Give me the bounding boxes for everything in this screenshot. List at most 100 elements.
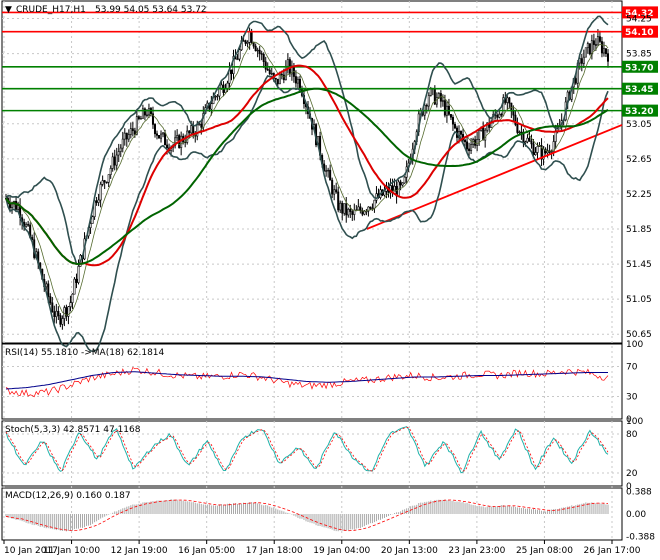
candle-body [349, 209, 352, 212]
candle-body [604, 48, 607, 54]
candle-body [262, 54, 265, 63]
candle-body [524, 141, 527, 144]
candle-body [125, 132, 128, 140]
candle-body [466, 141, 469, 150]
main-pane [1, 0, 623, 344]
rsi-title: RSI(14) 55.1810 [5, 348, 78, 358]
candle-body [242, 40, 245, 42]
chart-title-icon[interactable]: ▼ [5, 5, 12, 15]
candle-body [91, 216, 94, 224]
candle-body [53, 311, 56, 318]
candle-body [121, 138, 124, 149]
candle-body [460, 131, 463, 135]
price-tick-label: 52.25 [626, 190, 652, 200]
candle-body [453, 123, 456, 129]
level-label-bg [622, 6, 658, 19]
candle-body [464, 139, 467, 143]
candle-body [188, 130, 191, 134]
time-tick-label: 10 Jan 2017 [4, 546, 58, 556]
candle-body [244, 40, 247, 44]
candle-body [230, 69, 233, 74]
candle-body [99, 184, 102, 201]
candle-body [586, 43, 589, 49]
candle-body [361, 210, 364, 215]
level-label: 54.32 [625, 9, 653, 19]
candle-body [393, 185, 396, 192]
candle-body [532, 143, 535, 156]
macd-level-label: 0.00 [626, 510, 646, 520]
candle-body [590, 40, 593, 55]
candle-body [367, 206, 370, 212]
candle-body [248, 31, 251, 43]
candle-body [65, 307, 68, 317]
candle-body [373, 199, 376, 209]
candle-body [216, 95, 219, 98]
candle-body [534, 152, 537, 156]
candle-body [252, 42, 255, 47]
candle-body [337, 191, 340, 211]
time-tick-label: 25 Jan 08:00 [516, 546, 573, 556]
candle-body [111, 156, 114, 169]
candle-body [602, 48, 605, 54]
candle-body [478, 130, 481, 140]
candle-body [162, 132, 165, 135]
candle-body [530, 140, 533, 145]
ma-red-line [5, 64, 609, 267]
candle-body [528, 137, 531, 142]
candle-body [256, 49, 259, 52]
candle-body [286, 59, 289, 67]
candle-body [47, 283, 50, 297]
horizontal-levels: 54.32 54.10 53.70 53.45 53.20 [2, 6, 658, 230]
macd-title: MACD(12,26,9) 0.160 0.187 [5, 491, 131, 501]
candle-body [296, 78, 299, 84]
price-tick-label: 52.65 [626, 155, 652, 165]
rsi-level-label: 70 [626, 363, 638, 373]
candle-body [401, 182, 404, 186]
rsi-ma-line [5, 371, 608, 390]
candle-body [441, 100, 444, 102]
level-label: 54.10 [625, 28, 653, 38]
candle-body [192, 125, 195, 135]
candle-body [331, 179, 334, 195]
candle-body [97, 199, 100, 203]
candle-body [280, 73, 283, 76]
candle-body [226, 82, 229, 89]
level-label: 53.45 [625, 85, 653, 95]
candle-body [425, 105, 428, 107]
bollinger-upper-line [5, 15, 609, 266]
stoch-level-label: 100 [626, 417, 643, 427]
price-tick-label: 50.65 [626, 330, 652, 340]
stoch-signal-line [5, 426, 609, 472]
candle-body [246, 41, 249, 44]
candle-body [153, 124, 156, 135]
candle-body [498, 113, 501, 118]
candle-body [123, 132, 126, 140]
candle-body [383, 191, 386, 196]
candle-body [139, 118, 142, 120]
candle-body [107, 174, 110, 183]
candle-body [451, 116, 454, 125]
candle-body [71, 293, 74, 303]
candle-body [214, 96, 217, 98]
candle-body [550, 151, 553, 153]
candle-body [274, 77, 277, 80]
ma-green-line [5, 87, 609, 266]
candle-body [325, 170, 328, 172]
candle-body [59, 315, 62, 325]
candle-body [57, 310, 60, 316]
stoch-level-label: 80 [626, 430, 638, 440]
candle-body [238, 49, 241, 60]
candle-body [236, 58, 239, 61]
candle-body [141, 108, 144, 119]
candle-body [580, 58, 583, 64]
candle-body [180, 135, 183, 148]
candle-body [600, 41, 603, 54]
candle-body [190, 125, 193, 134]
candle-body [160, 133, 163, 139]
candle-body [210, 103, 213, 110]
time-tick-label: 23 Jan 23:00 [448, 546, 505, 556]
candle-body [508, 97, 511, 104]
candle-body [357, 206, 360, 211]
